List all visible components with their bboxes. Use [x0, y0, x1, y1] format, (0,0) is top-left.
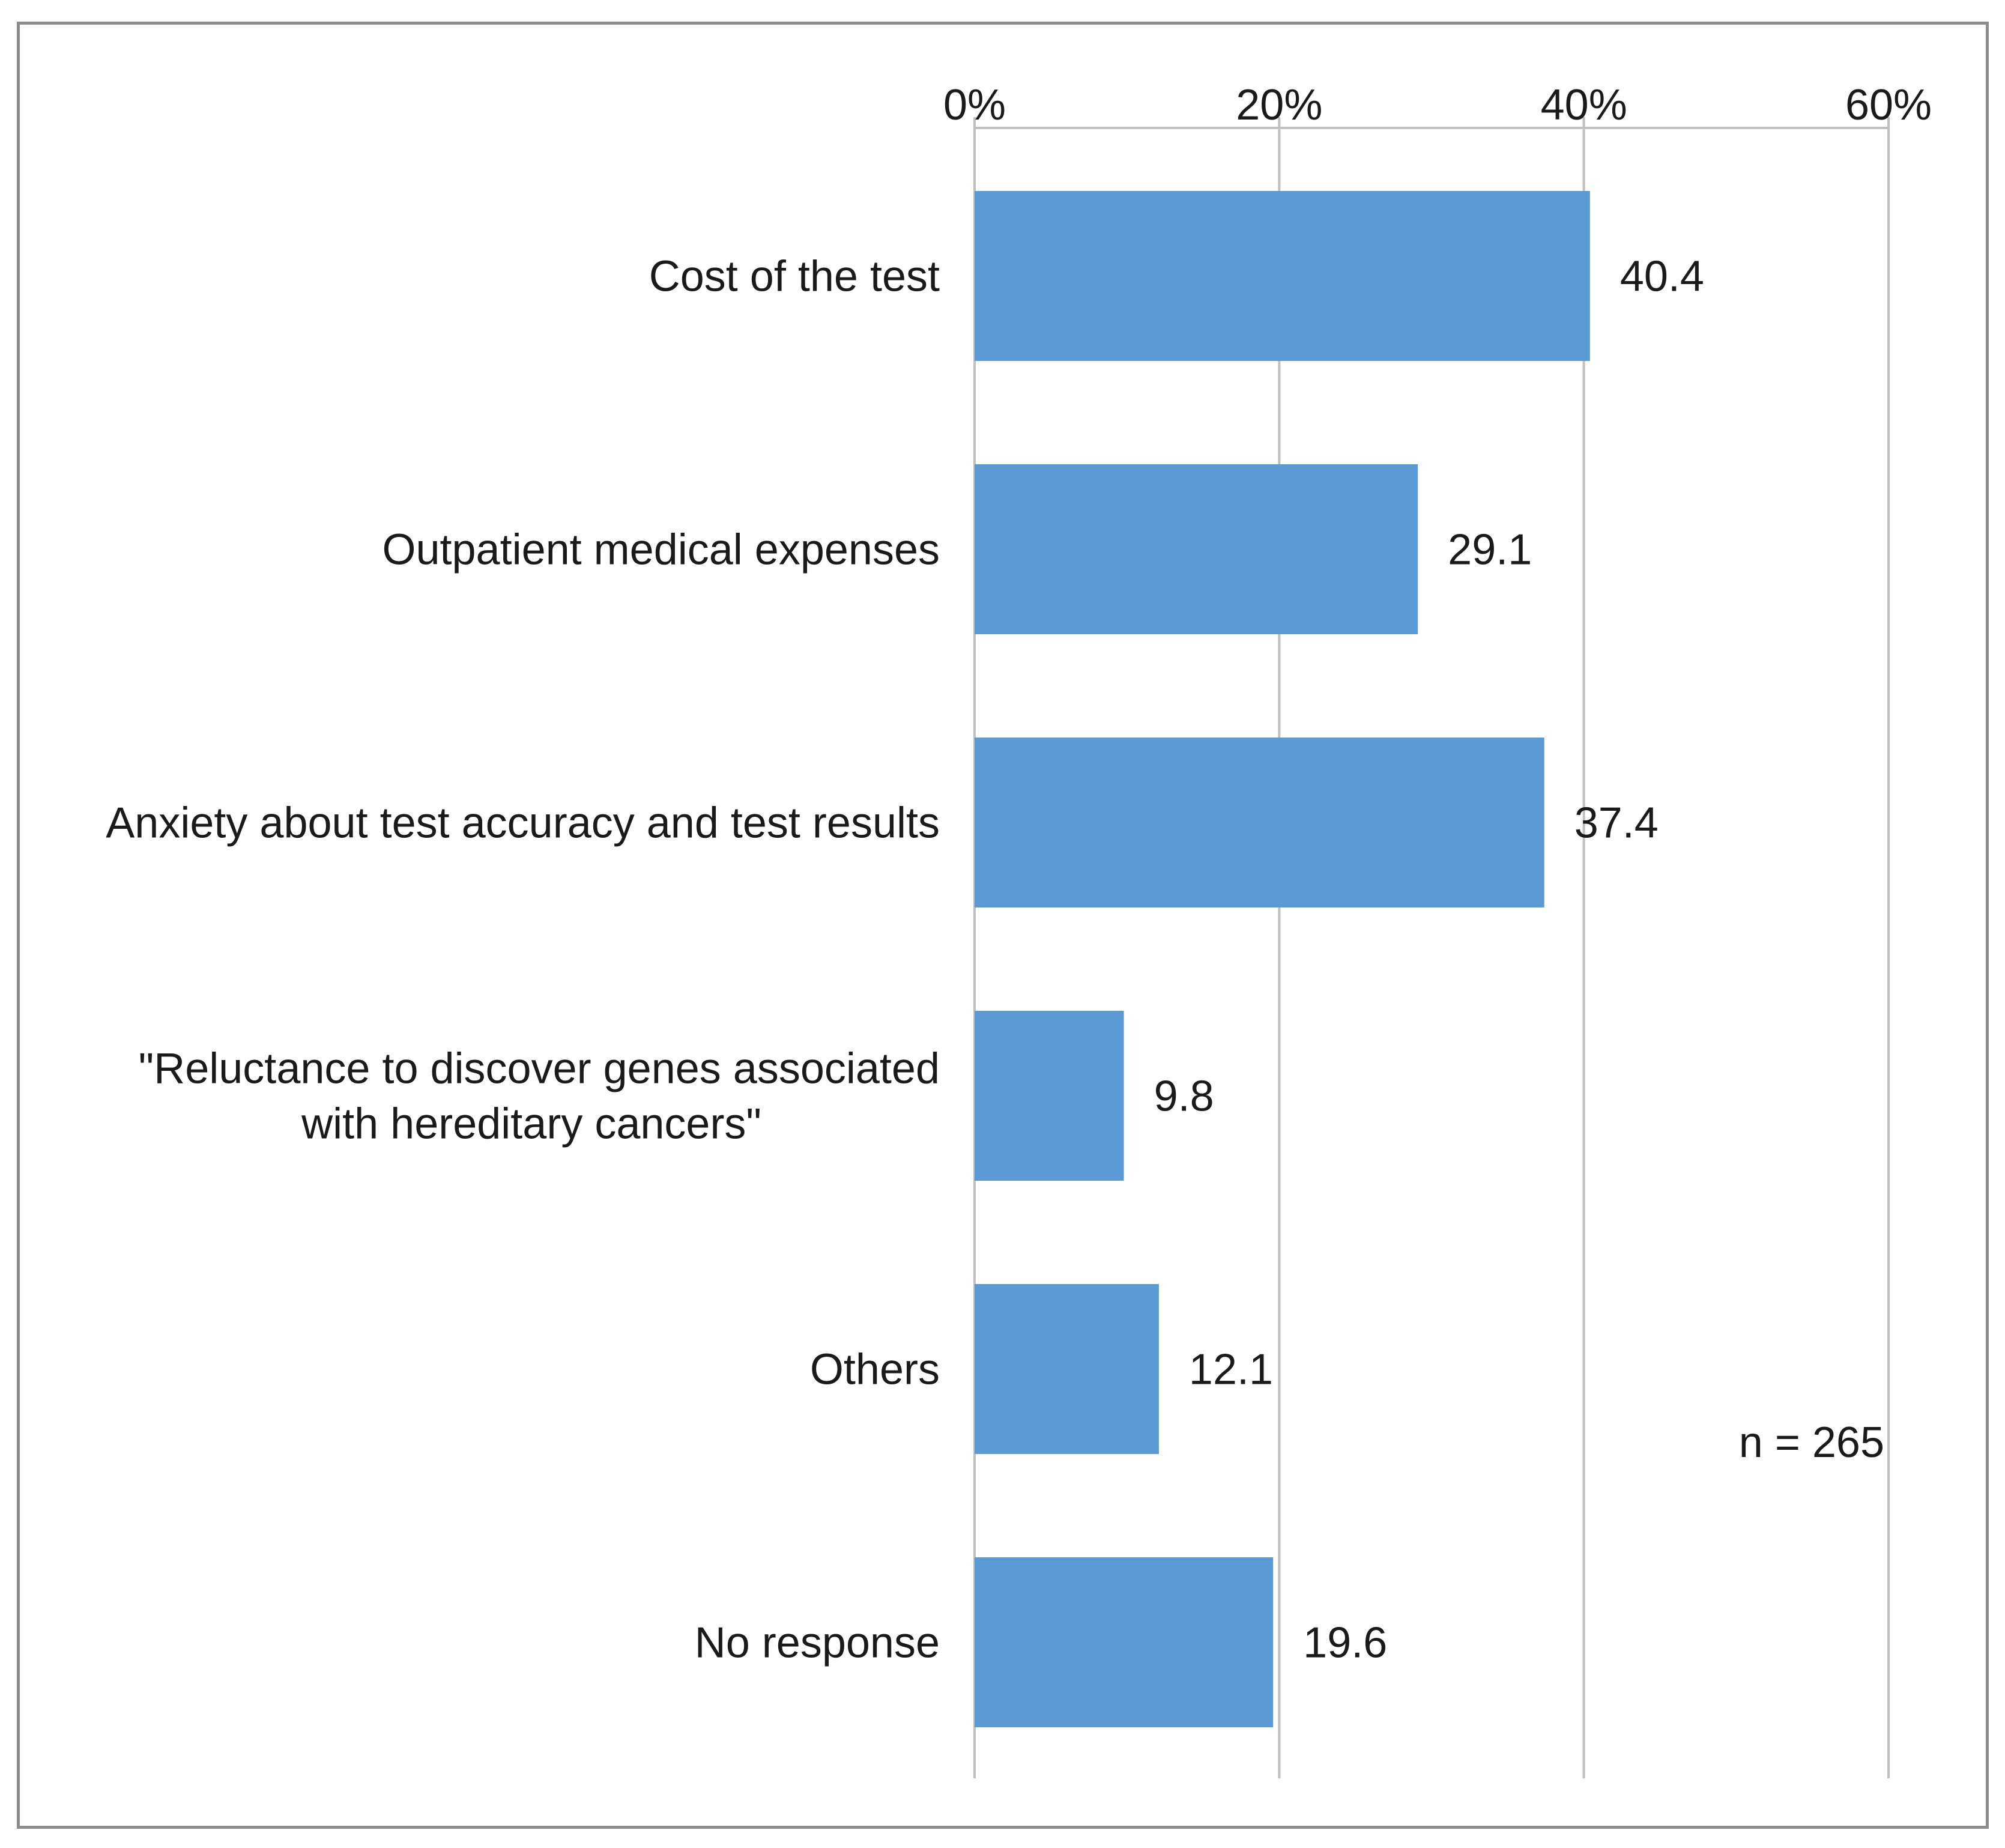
chart-frame: 0% 20% 40% 60% 40.4 Cost of the test 29.1 Outpa… [17, 22, 1989, 1829]
x-tick-label: 20% [1236, 81, 1322, 129]
data-label: 37.4 [1574, 799, 1659, 847]
bar [975, 191, 1590, 361]
x-tick-label: 0% [943, 81, 1006, 129]
category-label: Anxiety about test accuracy and test res… [106, 799, 940, 847]
category-label: No response [695, 1619, 940, 1667]
category-label: "Reluctance to discover genes associated… [139, 1045, 940, 1148]
data-label: 19.6 [1303, 1619, 1387, 1667]
bar [975, 1011, 1124, 1181]
bar [975, 1557, 1274, 1727]
x-tick-label: 40% [1541, 81, 1627, 129]
data-label: 12.1 [1189, 1346, 1273, 1394]
data-label: 29.1 [1448, 526, 1532, 574]
data-label: 9.8 [1154, 1073, 1214, 1121]
bar [975, 464, 1418, 634]
data-label: 40.4 [1620, 253, 1704, 301]
sample-size-annotation: n = 265 [1739, 1419, 1884, 1467]
category-label-line: Anxiety about test accuracy and test res… [106, 799, 940, 847]
category-label-line: "Reluctance to discover genes associated [139, 1045, 940, 1093]
bar [975, 1284, 1159, 1454]
category-label-line: No response [695, 1619, 940, 1667]
x-tick-label: 60% [1845, 81, 1932, 129]
category-label-line: with hereditary cancers" [301, 1100, 761, 1148]
bar [975, 738, 1544, 907]
category-label-line: Outpatient medical expenses [382, 526, 940, 574]
category-label: Others [810, 1346, 940, 1394]
category-label: Cost of the test [649, 253, 940, 301]
category-label-line: Cost of the test [649, 253, 940, 301]
category-label-line: Others [810, 1346, 940, 1394]
category-label: Outpatient medical expenses [382, 526, 940, 574]
bar-chart: 0% 20% 40% 60% 40.4 Cost of the test 29.1 Outpa… [106, 81, 1932, 1778]
